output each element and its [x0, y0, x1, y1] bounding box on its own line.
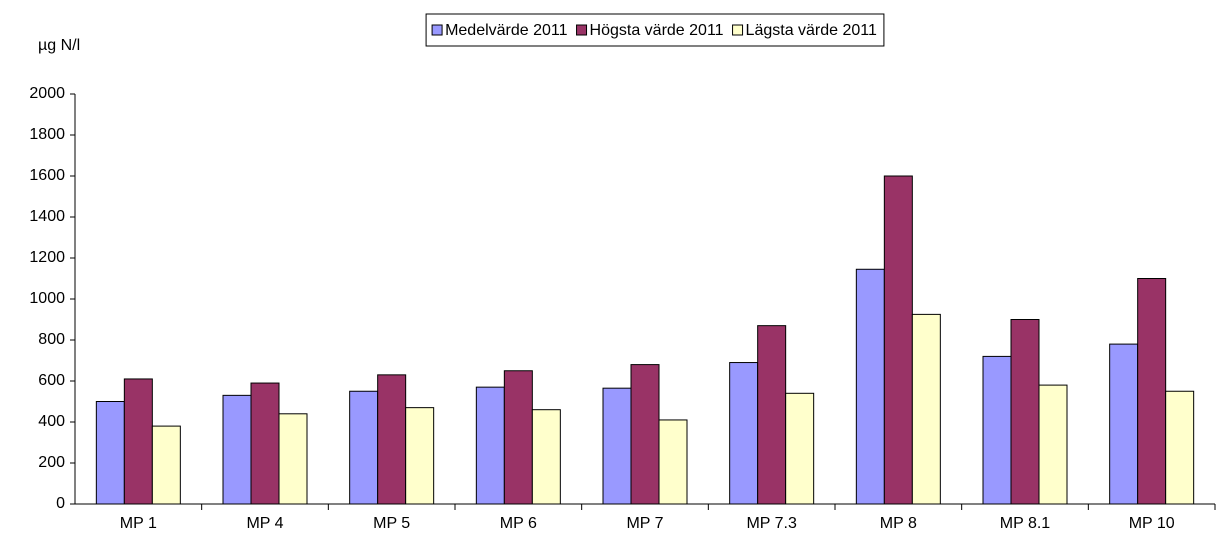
y-tick-label: 200 — [38, 454, 65, 471]
bar — [503, 370, 533, 505]
y-tick-label: 1600 — [29, 167, 65, 184]
bar — [95, 401, 125, 505]
bar — [222, 394, 252, 505]
bar — [349, 390, 379, 505]
bar — [1010, 319, 1040, 505]
legend-swatch — [431, 24, 443, 36]
bar — [982, 355, 1012, 505]
legend-swatch — [732, 24, 744, 36]
legend-box — [425, 13, 885, 47]
x-tick-label: MP 8.1 — [1000, 515, 1051, 532]
bar — [151, 425, 181, 505]
x-tick-label: MP 1 — [120, 515, 157, 532]
x-tick-label: MP 4 — [246, 515, 283, 532]
bar — [855, 268, 885, 505]
bar — [1038, 384, 1068, 505]
x-tick-label: MP 5 — [373, 515, 410, 532]
legend-swatch — [576, 24, 588, 36]
y-tick-label: 800 — [38, 331, 65, 348]
bar — [883, 175, 913, 505]
bar — [757, 325, 787, 505]
bar — [475, 386, 505, 505]
bar — [785, 392, 815, 505]
legend-label: Lägsta värde 2011 — [746, 22, 877, 39]
bar — [405, 407, 435, 505]
bar — [911, 313, 941, 505]
y-tick-label: 400 — [38, 413, 65, 430]
bar — [250, 382, 280, 505]
y-tick-label: 1800 — [29, 126, 65, 143]
bar — [377, 374, 407, 505]
x-tick-label: MP 7.3 — [746, 515, 797, 532]
bar — [1109, 343, 1139, 505]
y-tick-label: 2000 — [29, 85, 65, 102]
bar — [123, 378, 153, 505]
bar — [602, 387, 632, 505]
x-tick-label: MP 6 — [500, 515, 537, 532]
legend-label: Högsta värde 2011 — [590, 22, 724, 39]
y-axis-label: µg N/l — [38, 37, 80, 54]
bar — [630, 364, 660, 505]
y-tick-label: 1000 — [29, 290, 65, 307]
bar — [1165, 390, 1195, 505]
y-tick-label: 1200 — [29, 249, 65, 266]
x-tick-label: MP 8 — [880, 515, 917, 532]
bar — [729, 362, 759, 505]
x-tick-label: MP 10 — [1129, 515, 1175, 532]
bar — [658, 419, 688, 505]
x-tick-label: MP 7 — [626, 515, 663, 532]
y-tick-label: 1400 — [29, 208, 65, 225]
bar — [531, 409, 561, 505]
y-tick-label: 0 — [56, 495, 65, 512]
legend-label: Medelvärde 2011 — [445, 22, 568, 39]
bar — [1137, 278, 1167, 505]
y-tick-label: 600 — [38, 372, 65, 389]
bar — [278, 413, 308, 505]
